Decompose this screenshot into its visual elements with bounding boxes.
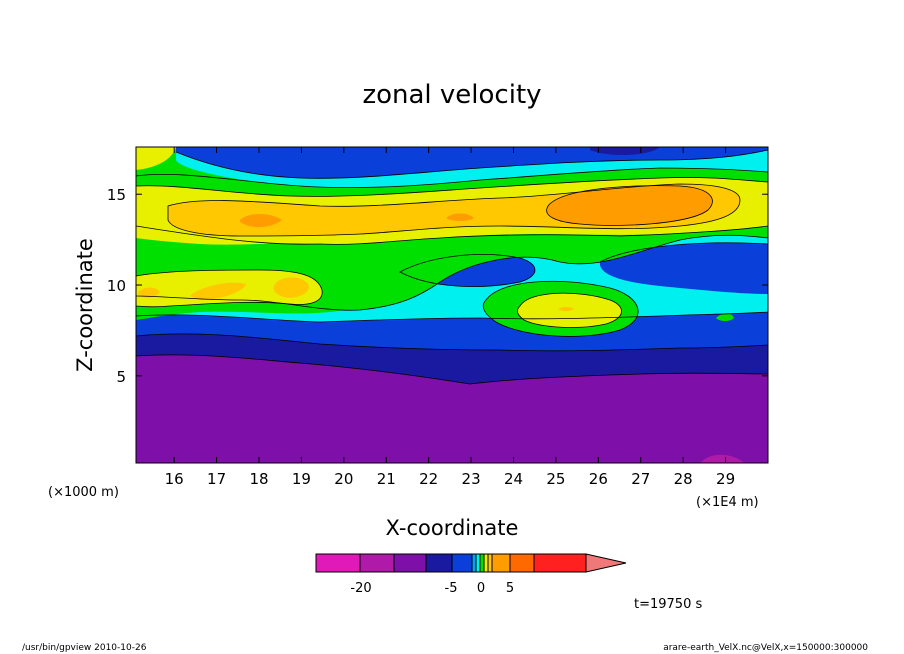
y-axis-title: Z-coordinate — [73, 238, 97, 372]
color-bar-segment — [475, 553, 481, 573]
x-tick-label: 16 — [165, 470, 184, 488]
x-tick-label: 25 — [546, 470, 565, 488]
x-tick-label: 26 — [589, 470, 608, 488]
y-axis-ticks: 5 10 15 — [107, 186, 768, 386]
contour-band-purple — [136, 354, 768, 463]
contour-band-orange-left-2 — [190, 282, 246, 300]
contour-band-navy-top — [590, 147, 660, 156]
footer-right: arare-earth_VelX.nc@VelX,x=150000:300000 — [663, 643, 868, 653]
x-tick-label: 22 — [419, 470, 438, 488]
time-label: t=19750 s — [634, 597, 702, 612]
contour-band-magenta — [700, 454, 745, 463]
x-tick-label: 20 — [334, 470, 353, 488]
x-tick-label: 19 — [292, 470, 311, 488]
contour-band-green-blip — [716, 313, 734, 321]
contour-band-blue-patch-right — [599, 242, 768, 294]
x-tick-label: 24 — [504, 470, 523, 488]
color-bar-segment — [491, 553, 511, 573]
x-axis-unit-left: (×1000 m) — [48, 485, 119, 500]
plot-frame — [135, 146, 769, 464]
y-tick-label: 15 — [107, 186, 126, 204]
color-bar-label: -20 — [350, 581, 371, 596]
color-bar-segment — [393, 553, 427, 573]
contour-band-orange-left-3 — [273, 277, 309, 298]
color-bar-label: 0 — [477, 581, 485, 596]
contour-band-yellow-lower-dot — [558, 306, 574, 312]
contour-band-dark-orange-right — [546, 185, 713, 226]
x-tick-label: 27 — [631, 470, 650, 488]
color-bar-segment — [451, 553, 473, 573]
color-bar-label: -5 — [445, 581, 458, 596]
contour-band-yellow-top-left — [136, 147, 176, 170]
color-bar-segment — [359, 553, 395, 573]
contour-lines — [136, 149, 768, 385]
y-tick-label: 5 — [116, 368, 126, 386]
contour-band-navy — [136, 333, 768, 384]
color-bar-segment — [509, 553, 535, 573]
color-bar-segment — [471, 553, 477, 573]
color-bar-segment — [483, 553, 489, 573]
x-tick-label: 28 — [674, 470, 693, 488]
contour-band-dark-orange-center — [446, 213, 474, 221]
color-bar — [315, 553, 627, 573]
contour-band-dark-orange-left — [240, 214, 282, 228]
contour-plot-area — [136, 147, 768, 463]
x-axis-ticks: 16 17 18 19 20 21 22 23 24 25 26 27 28 29 — [165, 147, 735, 488]
color-bar-label: 5 — [506, 581, 514, 596]
x-tick-label: 29 — [716, 470, 735, 488]
color-bar-extend-arrow — [585, 553, 627, 573]
x-axis-unit-right: (×1E4 m) — [696, 495, 759, 510]
footer-left: /usr/bin/gpview 2010-10-26 — [22, 643, 147, 653]
x-axis-title: X-coordinate — [386, 516, 519, 540]
y-tick-label: 10 — [107, 277, 126, 295]
contour-band-orange-left-1 — [138, 287, 160, 298]
x-tick-label: 21 — [377, 470, 396, 488]
chart-title: zonal velocity — [362, 80, 541, 110]
color-bar-segment — [425, 553, 453, 573]
color-bar-segment — [479, 553, 485, 573]
x-tick-label: 18 — [249, 470, 268, 488]
contour-band-blue-top — [176, 147, 768, 185]
color-bar-segment — [487, 553, 493, 573]
color-bar-labels: -20 -5 0 5 — [350, 581, 514, 596]
x-tick-label: 23 — [462, 470, 481, 488]
color-bar-segment — [315, 553, 361, 573]
color-bar-segment — [533, 553, 587, 573]
x-tick-label: 17 — [207, 470, 226, 488]
